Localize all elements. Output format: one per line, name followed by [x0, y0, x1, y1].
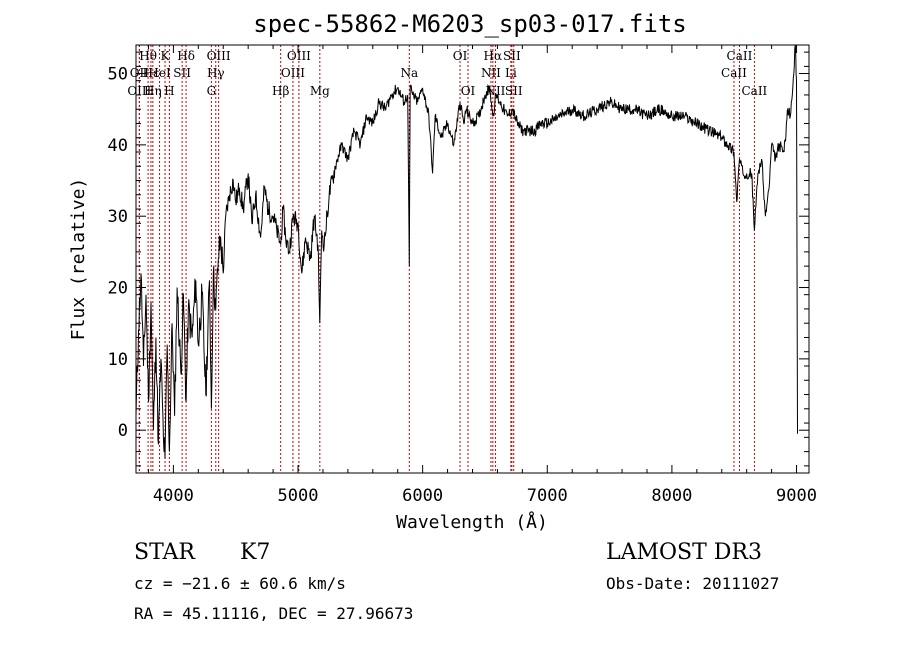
emission-line-label: G: [207, 84, 217, 98]
emission-line-label: Hα: [484, 49, 503, 63]
object-subclass: K7: [240, 540, 270, 565]
survey-name: LAMOST DR3: [606, 540, 762, 565]
y-tick-label: 40: [108, 136, 128, 156]
x-tick-label: 7000: [527, 486, 568, 506]
emission-line-label: H: [164, 84, 174, 98]
y-tick-label: 30: [108, 207, 128, 227]
emission-line-label: OI: [453, 49, 468, 63]
emission-line-label: NII: [481, 66, 501, 80]
spectrum-line: [135, 44, 798, 459]
x-tick-label: 5000: [278, 486, 319, 506]
x-tick-label: 4000: [153, 486, 194, 506]
emission-line-label: HeI: [148, 66, 171, 80]
emission-line-label: OIII: [287, 49, 311, 63]
emission-line-label: CaII: [727, 49, 753, 63]
emission-line-label: K: [161, 49, 171, 63]
emission-line-label: CaII: [741, 84, 767, 98]
chart-title: spec-55862-M6203_sp03-017.fits: [253, 10, 686, 38]
x-axis-ticks: 4000 5000 6000 7000 8000 9000: [147, 45, 817, 506]
emission-line-label: Na: [400, 66, 418, 80]
object-class: STAR: [134, 540, 196, 565]
plot-frame: [135, 44, 810, 474]
emission-line-label: Hε: [143, 66, 160, 80]
x-axis-label: Wavelength (Å): [396, 511, 548, 533]
observation-date: Obs-Date: 20111027: [606, 574, 779, 593]
ra-dec-coordinates: RA = 45.11116, DEC = 27.96673: [134, 604, 413, 623]
emission-line-label: SII: [173, 66, 191, 80]
emission-line-label: OIII: [281, 66, 305, 80]
emission-line-label: OII: [130, 66, 150, 80]
y-axis-label: Flux (relative): [68, 178, 89, 341]
x-tick-label: 9000: [776, 486, 817, 506]
emission-line-markers: [138, 45, 755, 473]
x-tick-label: 8000: [651, 486, 692, 506]
emission-line-label: SII: [505, 84, 523, 98]
emission-line-label: Hδ: [177, 49, 195, 63]
y-tick-label: 10: [108, 350, 128, 370]
x-tick-label: 6000: [402, 486, 443, 506]
emission-line-label: OIII: [207, 49, 231, 63]
y-tick-label: 0: [118, 421, 128, 441]
emission-line-label: Hη: [144, 84, 162, 98]
emission-line-label: OIII: [127, 84, 151, 98]
redshift-cz: cz = −21.6 ± 60.6 km/s: [134, 574, 346, 593]
emission-line-label: SII: [503, 49, 521, 63]
y-tick-label: 50: [108, 65, 128, 85]
emission-line-label: Hθ: [139, 49, 157, 63]
y-tick-label: 20: [108, 279, 128, 299]
emission-line-label: Hγ: [207, 66, 225, 80]
emission-line-label: Mg: [310, 84, 330, 98]
emission-line-label: OI: [461, 84, 476, 98]
emission-line-label: Hβ: [272, 84, 289, 98]
emission-line-label: CaII: [721, 66, 747, 80]
emission-line-label: Li: [505, 66, 517, 80]
